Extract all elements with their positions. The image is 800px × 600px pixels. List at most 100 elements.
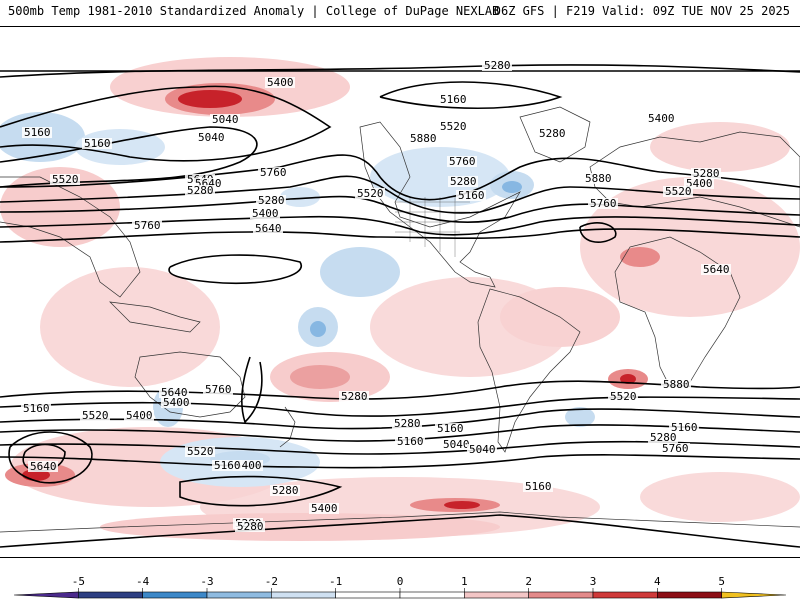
- colorbar-segment: [721, 591, 787, 599]
- contour-label: 5280: [258, 194, 285, 207]
- east-asia-coast: [0, 176, 141, 298]
- warm-anomaly-strong: [5, 83, 660, 512]
- contour-label: 5280: [484, 59, 511, 72]
- contour-label-bg: [661, 379, 691, 390]
- contour-label: 5520: [82, 409, 109, 422]
- contour-label-bg: [159, 387, 189, 398]
- us-state-grid: [395, 197, 470, 257]
- colorbar-tick-label: 2: [525, 575, 532, 588]
- contour-label: 5160: [525, 480, 552, 493]
- contour-label-bg: [646, 113, 676, 124]
- contour-label: 5280: [394, 417, 421, 430]
- contour-label-bg: [124, 410, 154, 421]
- australia-coast: [134, 351, 246, 418]
- colorbar-tick-label: -2: [265, 575, 278, 588]
- contour-label-bg: [537, 128, 567, 139]
- contour-label-bg: [256, 195, 286, 206]
- contour-label-bg: [663, 186, 693, 197]
- colorbar-tick-label: -5: [72, 575, 85, 588]
- contour-label-bg: [392, 418, 422, 429]
- contour-label-bg: [132, 220, 162, 231]
- contour-label: 5760: [134, 219, 161, 232]
- contour-label-bg: [435, 423, 465, 434]
- contour-label-bg: [438, 121, 468, 132]
- contour-label: 5280: [650, 431, 677, 444]
- contour-label-bg: [270, 485, 300, 496]
- contour-label-bg: [684, 178, 714, 189]
- contour-label: 5400: [267, 76, 294, 89]
- contour-label: 5520: [357, 187, 384, 200]
- south-america-coast: [477, 288, 581, 453]
- contour-label: 5400: [126, 409, 153, 422]
- contour-label-bg: [50, 174, 80, 185]
- southeast-asia-islands: [109, 301, 201, 333]
- coastlines: [0, 106, 800, 533]
- model-valid-time: 06Z GFS | F219 Valid: 09Z TUE NOV 25 202…: [493, 4, 790, 18]
- contour-label: 5160: [214, 459, 241, 472]
- contour-label: 5160: [440, 93, 467, 106]
- contour-label-bg: [438, 94, 468, 105]
- contour-label: 5160: [397, 435, 424, 448]
- contour-label: 5520: [440, 120, 467, 133]
- anomaly-colorbar: -5 -4 -3 -2 -1 0 1 2 3 4 5: [13, 575, 787, 599]
- map-title: 500mb Temp 1981-2010 Standardized Anomal…: [8, 4, 500, 18]
- contour-label-bg: [250, 208, 280, 219]
- contour-label: 5160: [671, 421, 698, 434]
- contour-label-bg: [309, 503, 339, 514]
- contour-label-bg: [22, 127, 52, 138]
- contour-label: 5760: [260, 166, 287, 179]
- contour-label: 5760: [449, 155, 476, 168]
- contour-label-bg: [456, 190, 486, 201]
- colorbar-segment: [335, 591, 401, 599]
- contour-label: 5640: [30, 460, 57, 473]
- contour-label: 5520: [610, 390, 637, 403]
- colorbar-tick-label: 5: [718, 575, 725, 588]
- contour-label: 5400: [163, 396, 190, 409]
- colorbar-ticks: -5 -4 -3 -2 -1 0 1 2 3 4 5: [72, 575, 725, 592]
- contour-label-bg: [448, 176, 478, 187]
- contour-label: 5400: [311, 502, 338, 515]
- contour-label-bg: [482, 60, 512, 71]
- contour-label-bg: [196, 132, 226, 143]
- contour-label-bg: [82, 138, 112, 149]
- contour-label: 5880: [410, 132, 437, 145]
- contour-label-bg: [193, 178, 223, 189]
- contour-label: 5280: [237, 520, 264, 533]
- contour-label-bg: [235, 521, 265, 532]
- contour-label-bg: [395, 436, 425, 447]
- contour-label: 5520: [52, 173, 79, 186]
- contour-label: 5280: [450, 175, 477, 188]
- colorbar-segment: [271, 591, 336, 599]
- contour-label-bg: [258, 167, 288, 178]
- contour-label-bg: [523, 481, 553, 492]
- contour-label-bg: [669, 422, 699, 433]
- contour-label: 5280: [341, 390, 368, 403]
- colorbar-tick-label: 0: [397, 575, 404, 588]
- contour-label: 5280: [693, 167, 720, 180]
- contour-label: 5160: [458, 189, 485, 202]
- contour-label-bg: [691, 168, 721, 179]
- contour-label: 5760: [205, 383, 232, 396]
- contour-label: 5280: [539, 127, 566, 140]
- contour-label: 5280: [272, 484, 299, 497]
- contour-label-bg: [608, 391, 638, 402]
- colorbar-segment: [464, 591, 529, 599]
- map-panel: 5280 5400 5160 5040 5160 5160 5040 5520 5280 5400…: [0, 26, 800, 558]
- colorbar-tick-label: 1: [461, 575, 468, 588]
- colorbar-segment: [142, 591, 208, 599]
- contour-label-bg: [408, 133, 438, 144]
- contour-label-bg: [265, 77, 295, 88]
- greenland-coast: [519, 106, 591, 163]
- contour-label-bg: [28, 461, 58, 472]
- contour-label: 5280: [187, 184, 214, 197]
- contour-label: 5880: [663, 378, 690, 391]
- contour-label-bg: [588, 198, 618, 209]
- contour-label: 5040: [212, 113, 239, 126]
- contour-label-bg: [467, 444, 497, 455]
- contour-label-bg: [441, 439, 471, 450]
- contour-label: 5640: [161, 386, 188, 399]
- contour-label: 5160: [23, 402, 50, 415]
- colorbar-segment: [399, 591, 465, 599]
- contour-label-bg: [80, 410, 110, 421]
